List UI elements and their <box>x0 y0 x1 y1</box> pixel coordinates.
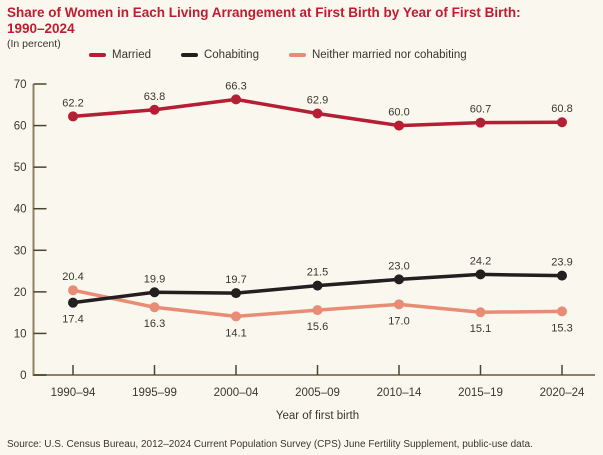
chart-title: Share of Women in Each Living Arrangemen… <box>7 5 599 37</box>
data-label: 16.3 <box>144 318 165 330</box>
data-label: 23.0 <box>388 260 409 272</box>
y-tick-label: 20 <box>14 287 27 299</box>
data-point <box>557 270 567 281</box>
data-label: 60.7 <box>470 104 491 116</box>
data-label: 21.5 <box>307 267 328 279</box>
y-tick-label: 50 <box>14 162 27 174</box>
data-point <box>149 302 160 313</box>
x-tick-label: 1990–94 <box>51 387 96 399</box>
x-tick-label: 2000–04 <box>214 387 259 399</box>
data-label: 14.1 <box>225 327 246 339</box>
data-point <box>68 285 78 296</box>
data-label: 15.6 <box>307 321 328 333</box>
legend-swatch-neither <box>288 53 306 57</box>
data-label: 24.2 <box>470 255 491 267</box>
x-tick-label: 2010–14 <box>377 387 422 399</box>
data-point <box>68 111 78 122</box>
data-point <box>475 269 486 280</box>
data-point <box>231 311 241 322</box>
data-label: 19.9 <box>144 273 165 285</box>
data-label: 17.4 <box>62 314 83 326</box>
data-point <box>68 297 78 308</box>
x-tick-label: 1995–99 <box>132 387 177 399</box>
data-point <box>475 117 486 128</box>
data-point <box>312 305 323 316</box>
data-point <box>231 94 241 105</box>
data-label: 15.1 <box>470 323 491 335</box>
data-point <box>394 274 404 285</box>
legend-label-neither: Neither married nor cohabiting <box>311 49 467 61</box>
data-label: 66.3 <box>225 80 246 92</box>
data-point <box>312 280 323 291</box>
data-point <box>149 104 160 115</box>
legend-label-cohabiting: Cohabiting <box>203 49 259 61</box>
legend-swatch-cohabiting <box>180 53 198 57</box>
x-tick-label: 2020–24 <box>540 387 585 399</box>
data-label: 19.7 <box>225 274 246 286</box>
y-tick-label: 0 <box>20 370 26 382</box>
y-tick-label: 60 <box>14 121 27 133</box>
data-label: 62.2 <box>62 97 83 109</box>
data-label: 62.9 <box>307 95 328 107</box>
data-point <box>394 299 404 310</box>
data-label: 15.3 <box>551 322 572 334</box>
data-point <box>394 120 404 131</box>
data-point <box>557 306 567 317</box>
data-point <box>312 108 323 119</box>
data-label: 63.8 <box>144 91 165 103</box>
source-note: Source: U.S. Census Bureau, 2012–2024 Cu… <box>7 439 533 450</box>
data-label: 60.0 <box>388 107 409 119</box>
y-tick-label: 10 <box>14 328 27 340</box>
data-point <box>231 288 241 299</box>
x-tick-label: 2005–09 <box>295 387 340 399</box>
data-point <box>475 307 486 318</box>
legend-swatch-married <box>89 53 106 57</box>
y-tick-label: 40 <box>14 204 27 216</box>
data-point <box>149 287 160 298</box>
legend-item-cohabiting: Cohabiting <box>180 49 259 61</box>
data-label: 20.4 <box>62 271 83 283</box>
data-label: 60.8 <box>551 103 572 115</box>
y-tick-label: 70 <box>14 79 27 91</box>
y-tick-label: 30 <box>14 245 27 257</box>
x-tick-label: 2015–19 <box>458 387 503 399</box>
legend: Married Cohabiting Neither married nor c… <box>89 49 467 61</box>
chart-title-line1: Share of Women in Each Living Arrangemen… <box>7 5 521 20</box>
chart-title-line2: 1990–2024 <box>7 21 75 36</box>
chart-subtitle: (In percent) <box>7 38 61 50</box>
data-label: 17.0 <box>388 315 409 327</box>
legend-label-married: Married <box>112 49 151 61</box>
data-point <box>557 117 567 128</box>
legend-item-married: Married <box>89 49 151 61</box>
data-label: 23.9 <box>551 257 572 269</box>
legend-item-neither: Neither married nor cohabiting <box>288 49 467 61</box>
x-axis-title: Year of first birth <box>276 410 359 422</box>
